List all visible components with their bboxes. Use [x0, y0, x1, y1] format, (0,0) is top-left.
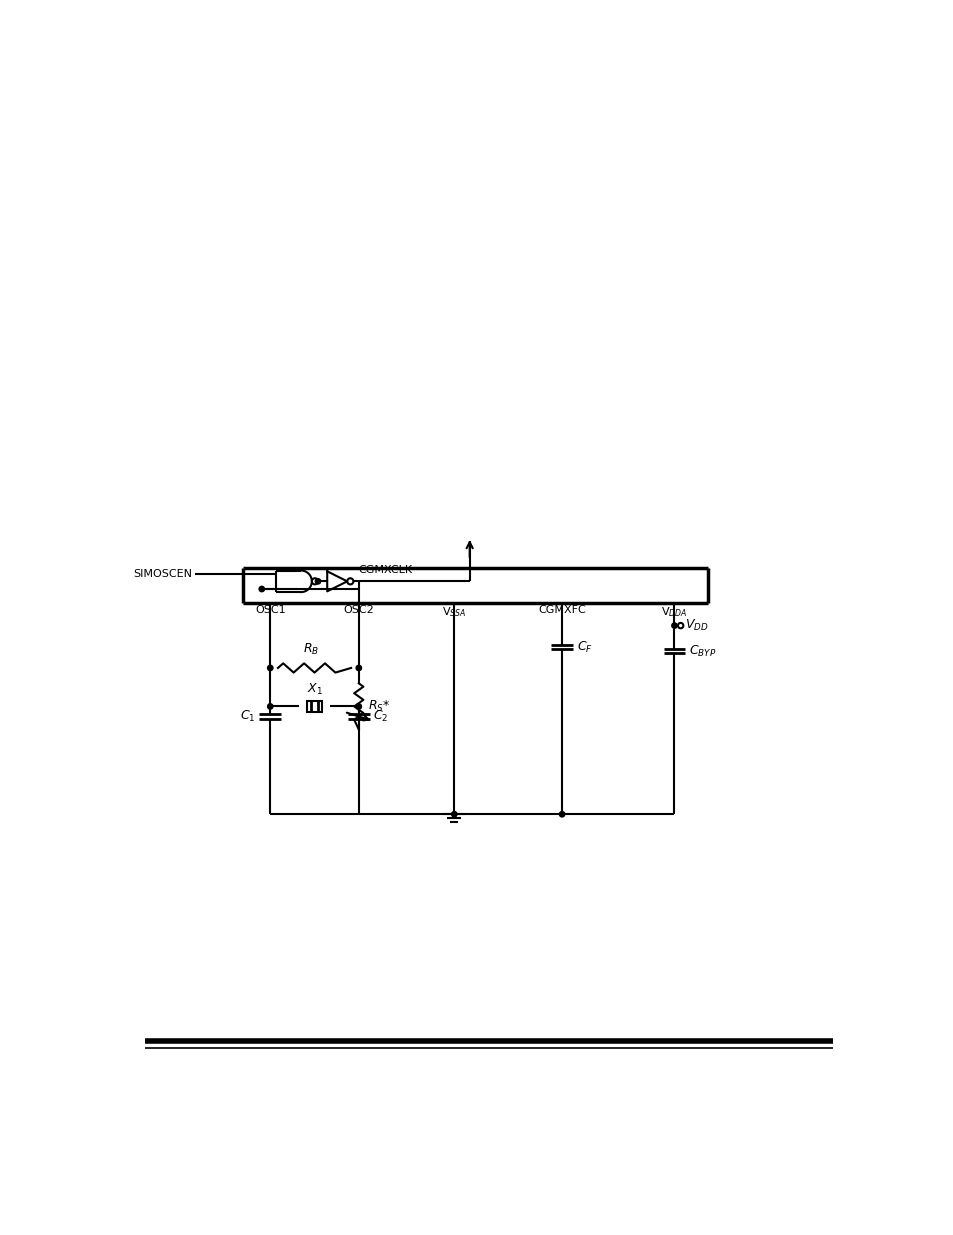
Text: SIMOSCEN: SIMOSCEN [133, 568, 193, 579]
Circle shape [451, 811, 456, 816]
Bar [307, 701, 322, 711]
Circle shape [267, 704, 273, 709]
Circle shape [558, 811, 564, 816]
Circle shape [355, 704, 361, 709]
Text: V$_{SSA}$: V$_{SSA}$ [441, 605, 466, 619]
Circle shape [267, 666, 273, 671]
Text: C$_1$: C$_1$ [240, 709, 255, 724]
Circle shape [314, 579, 320, 584]
Text: C$_{BYP}$: C$_{BYP}$ [688, 643, 716, 658]
Text: X$_1$: X$_1$ [306, 682, 322, 698]
Circle shape [259, 587, 264, 592]
Text: R$_B$: R$_B$ [303, 642, 319, 657]
Circle shape [355, 666, 361, 671]
Text: CGMXCLK: CGMXCLK [357, 566, 412, 576]
Text: CGMXFC: CGMXFC [537, 605, 585, 615]
Text: R$_S$*: R$_S$* [368, 699, 390, 714]
Text: C$_F$: C$_F$ [577, 640, 592, 655]
Text: OSC2: OSC2 [343, 605, 374, 615]
Text: V$_{DD}$: V$_{DD}$ [684, 618, 708, 634]
Text: V$_{DDA}$: V$_{DDA}$ [660, 605, 687, 619]
Text: OSC1: OSC1 [254, 605, 285, 615]
Text: C$_2$: C$_2$ [373, 709, 389, 724]
Circle shape [671, 622, 677, 629]
